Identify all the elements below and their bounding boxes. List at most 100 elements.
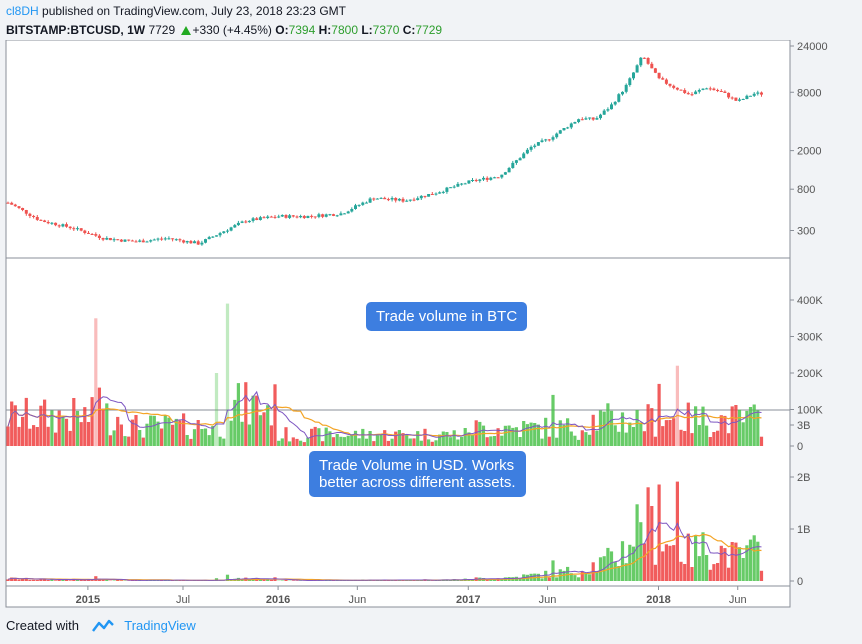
price-tick-label: 8000 xyxy=(797,87,821,99)
btc-volume-bar xyxy=(460,436,464,446)
btc-volume-bar xyxy=(416,431,420,446)
btc-volume-bar xyxy=(657,383,661,446)
candle-body xyxy=(266,216,270,218)
candle-body xyxy=(13,204,17,207)
author-link[interactable]: cl8DH xyxy=(6,4,39,18)
candle-body xyxy=(507,168,511,173)
candle-body xyxy=(478,179,482,181)
btc-volume-bar xyxy=(734,405,738,446)
btc-volume-axis[interactable]: 400K 300K 200K 100K 0 xyxy=(790,295,823,453)
btc-volume-bar xyxy=(350,434,354,446)
btc-volume-bar xyxy=(167,417,171,446)
candle-body xyxy=(577,119,581,122)
btc-volume-bar xyxy=(536,424,540,446)
usd-volume-bar xyxy=(705,555,709,581)
symbol-label[interactable]: BITSTAMP:BTCUSD, 1W xyxy=(6,23,146,37)
low-value: 7370 xyxy=(372,23,400,37)
usd-volume-ma-short-line xyxy=(7,522,762,581)
candle-body xyxy=(236,222,240,226)
btc-volume-bar xyxy=(244,382,248,446)
candle-body xyxy=(588,117,592,119)
usd-volume-bar xyxy=(668,545,672,581)
usd-volume-bar xyxy=(756,541,760,581)
open-label: O: xyxy=(275,23,289,37)
price-tick-label: 2000 xyxy=(797,146,821,158)
btc-volume-bar xyxy=(302,442,306,446)
btc-volume-bar xyxy=(745,410,749,446)
candle-body xyxy=(749,95,752,97)
tradingview-brand-link[interactable]: TradingView xyxy=(124,618,196,633)
btc-volume-pane[interactable] xyxy=(6,303,764,447)
btc-volume-bar xyxy=(529,422,533,446)
candle-body xyxy=(123,239,127,242)
candle-body xyxy=(43,220,47,222)
candle-body xyxy=(196,241,200,245)
candle-body xyxy=(317,214,321,217)
usd-volume-bar xyxy=(661,551,665,581)
candle-body xyxy=(284,215,288,218)
btc-volume-bar xyxy=(266,405,270,446)
candle-body xyxy=(602,110,606,115)
btc-volume-bar xyxy=(17,426,21,446)
candle-body xyxy=(39,219,43,221)
candle-body xyxy=(335,215,339,217)
candle-body xyxy=(101,238,105,240)
btc-volume-bar xyxy=(57,410,61,446)
usd-volume-bar xyxy=(24,577,28,581)
btc-volume-bar xyxy=(255,395,259,446)
chart-area[interactable]: 24000 8000 2000 800 300 400K 300K 200K 100K 0 3B… xyxy=(0,40,862,610)
btc-volume-bar xyxy=(317,428,321,446)
candle-body xyxy=(591,117,595,120)
btc-volume-bar xyxy=(668,420,672,446)
candle-body xyxy=(686,93,690,95)
btc-volume-bar xyxy=(331,437,336,446)
usd-volume-axis[interactable]: 3B 2B 1B 0 xyxy=(790,420,810,588)
btc-volume-bar xyxy=(445,432,449,446)
usd-volume-bar xyxy=(712,564,716,581)
candle-body xyxy=(675,87,679,90)
candle-body xyxy=(738,99,741,101)
btc-volume-bar xyxy=(313,426,317,446)
btc-volume-bar xyxy=(492,436,497,446)
candle-body xyxy=(595,118,599,120)
candle-body xyxy=(295,216,299,218)
btc-volume-bar xyxy=(566,418,570,446)
price-axis[interactable]: 24000 8000 2000 800 300 xyxy=(790,41,828,237)
candle-body xyxy=(701,88,705,90)
time-axis[interactable]: 2015 Jul 2016 Jun 2017 Jun 2018 Jun xyxy=(76,586,747,606)
btc-volume-bar xyxy=(163,415,167,446)
usd-volume-pane[interactable] xyxy=(6,481,764,581)
candle-body xyxy=(24,210,28,214)
btc-volume-bar xyxy=(185,435,189,446)
btc-volume-bar xyxy=(635,409,639,446)
candle-body xyxy=(127,239,131,241)
btc-volume-bar xyxy=(13,405,17,446)
candle-body xyxy=(423,195,427,197)
usd-volume-bar xyxy=(419,580,423,581)
btc-volume-bar xyxy=(653,436,657,446)
candle-body xyxy=(291,215,295,217)
btc-volume-bar xyxy=(503,425,507,446)
candle-body xyxy=(357,204,361,206)
candle-body xyxy=(178,239,182,241)
usd-volume-bar xyxy=(39,578,43,581)
usd-volume-bar xyxy=(214,578,219,581)
usd-volume-bar xyxy=(427,580,431,581)
usd-volume-bar xyxy=(46,580,50,581)
candle-body xyxy=(533,145,537,147)
btc-volume-bar xyxy=(83,407,87,446)
usd-volume-bar xyxy=(613,561,617,581)
btc-volume-bar xyxy=(269,425,273,446)
btc-volume-bar xyxy=(620,412,625,446)
btc-volume-bar xyxy=(24,397,28,446)
btc-volume-bar xyxy=(708,437,712,446)
price-pane[interactable] xyxy=(6,57,764,246)
candle-body xyxy=(299,216,303,218)
btc-volume-bar xyxy=(357,438,361,446)
btc-volume-bar xyxy=(394,431,398,446)
candle-body xyxy=(321,214,325,217)
usd-volume-bar xyxy=(617,566,621,581)
btc-volume-bar xyxy=(694,406,698,446)
candle-body xyxy=(661,78,665,80)
usd-volume-bar xyxy=(745,545,749,581)
